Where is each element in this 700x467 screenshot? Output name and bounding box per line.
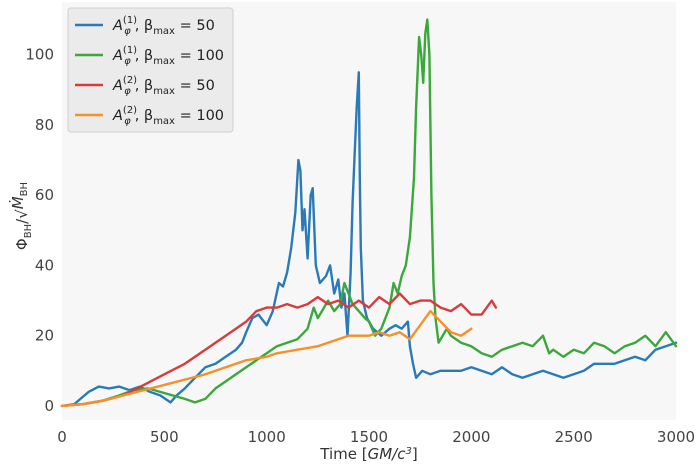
legend-entry-3: A(2) φ, βmax = 50 <box>112 75 215 97</box>
y-axis-label: ΦBH/√ṀBH <box>8 182 34 250</box>
legend-entry-2: A(1) φ, βmax = 100 <box>112 45 224 67</box>
y-tick-label: 20 <box>35 327 54 345</box>
series-lines <box>60 18 678 408</box>
x-tick-label: 2500 <box>555 428 593 446</box>
y-tick-label: 100 <box>25 46 54 64</box>
y-tick-label: 0 <box>44 397 54 415</box>
x-axis-label: Time [GM/c3] <box>319 445 417 463</box>
series-line-4 <box>60 309 473 408</box>
series-line-3 <box>60 292 498 408</box>
x-tick-label: 1500 <box>350 428 388 446</box>
x-tick-label: 3000 <box>657 428 695 446</box>
y-tick-label: 80 <box>35 116 54 134</box>
legend-entry-4: A(2) φ, βmax = 100 <box>112 105 224 127</box>
legend-entry-1: A(1) φ, βmax = 50 <box>112 15 215 37</box>
x-tick-label: 0 <box>57 428 67 446</box>
y-tick-label: 60 <box>35 186 54 204</box>
x-tick-label: 1000 <box>248 428 286 446</box>
series-line-1 <box>60 71 678 408</box>
legend: A(1) φ, βmax = 50 A(1) φ, βmax = 100 A(2) φ, … <box>67 7 234 133</box>
x-tick-label: 500 <box>150 428 179 446</box>
y-axis-ticks: 0 20 40 60 80 100 <box>25 46 54 415</box>
legend-box <box>67 7 234 133</box>
series-line-2 <box>60 18 678 408</box>
x-tick-label: 2000 <box>452 428 490 446</box>
x-axis-ticks: 0 500 1000 1500 2000 2500 3000 <box>57 428 695 446</box>
y-tick-label: 40 <box>35 256 54 274</box>
